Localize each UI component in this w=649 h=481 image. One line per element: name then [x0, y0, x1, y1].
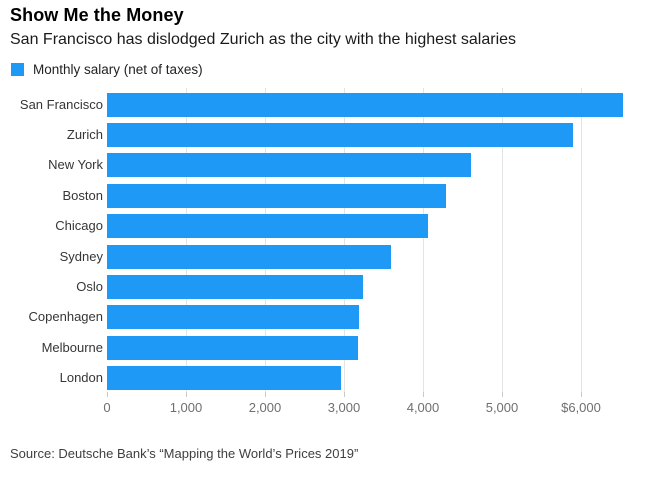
- category-label: London: [59, 370, 103, 386]
- x-tick-label: 3,000: [327, 400, 361, 415]
- category-label: Copenhagen: [28, 309, 103, 325]
- bar: [107, 274, 364, 299]
- legend-swatch-icon: [11, 63, 24, 76]
- chart-title: Show Me the Money: [10, 5, 184, 25]
- bar: [107, 122, 573, 147]
- x-axis: 0 1,000 2,000 3,000 4,000 5,000 $6,000: [0, 392, 649, 424]
- x-tick-label: 0: [103, 400, 111, 415]
- category-label: Boston: [62, 187, 103, 203]
- axis-tick-mark: [185, 392, 187, 397]
- category-label: Sydney: [59, 248, 103, 264]
- legend-label: Monthly salary (net of taxes): [33, 62, 203, 77]
- axis-tick-mark: [580, 392, 582, 397]
- bar: [107, 366, 341, 391]
- legend: Monthly salary (net of taxes): [11, 62, 203, 77]
- gridline: [343, 88, 345, 392]
- axis-tick-mark: [422, 392, 424, 397]
- gridline: [422, 88, 424, 392]
- x-tick-label: 2,000: [248, 400, 282, 415]
- bar: [107, 244, 392, 269]
- bar: [107, 92, 623, 117]
- category-label: Zurich: [66, 126, 103, 142]
- axis-tick-mark: [264, 392, 266, 397]
- x-tick-label: 1,000: [169, 400, 203, 415]
- x-tick-label: $6,000: [561, 400, 601, 415]
- chart-subtitle: San Francisco has dislodged Zurich as th…: [10, 31, 517, 48]
- bar: [107, 335, 359, 360]
- gridline: [501, 88, 503, 392]
- category-label: New York: [48, 157, 103, 173]
- category-label: Melbourne: [41, 339, 103, 355]
- axis-tick-mark: [106, 392, 108, 397]
- bar: [107, 214, 428, 239]
- axis-tick-mark: [501, 392, 503, 397]
- bar-chart-plot: San Francisco Zurich New York Boston Chicago…: [0, 88, 649, 392]
- gridline: [264, 88, 266, 392]
- source-note: Source: Deutsche Bank’s “Mapping the Wor…: [10, 446, 359, 461]
- bar: [107, 153, 472, 178]
- category-label: San Francisco: [19, 96, 103, 112]
- x-tick-label: 5,000: [485, 400, 519, 415]
- bar: [107, 305, 359, 330]
- x-tick-label: 4,000: [406, 400, 440, 415]
- axis-tick-mark: [343, 392, 345, 397]
- gridline: [185, 88, 187, 392]
- bar: [107, 183, 446, 208]
- gridline: [580, 88, 582, 392]
- category-label: Oslo: [76, 278, 103, 294]
- category-label: Chicago: [55, 218, 103, 234]
